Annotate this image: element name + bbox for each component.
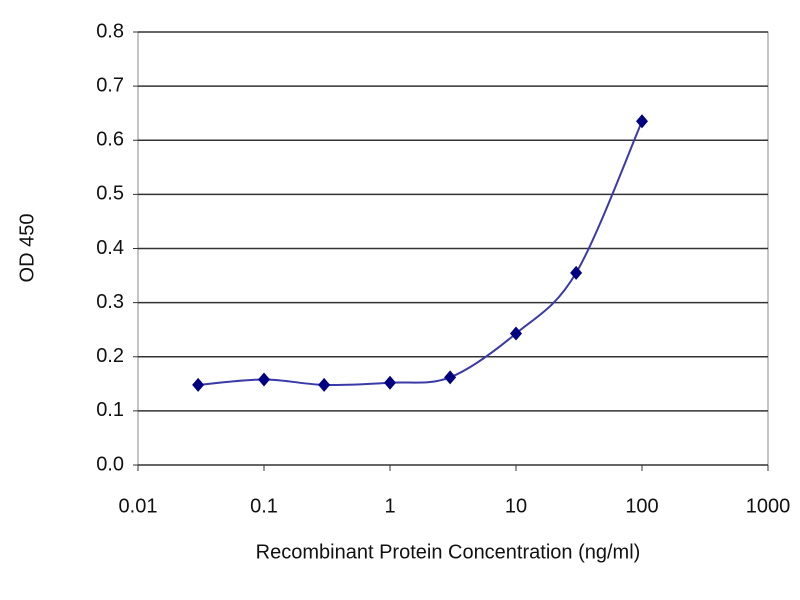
marker (510, 326, 522, 341)
marker (384, 375, 396, 390)
y-tick-label: 0.3 (96, 291, 124, 313)
marker (318, 377, 331, 392)
x-tick-label: 1000 (746, 495, 791, 517)
x-tick-label: 0.01 (119, 495, 158, 517)
marker (192, 377, 205, 392)
x-tick-label: 100 (625, 495, 658, 517)
y-tick-label: 0.5 (96, 183, 124, 205)
y-tick-label: 0.0 (96, 453, 124, 475)
y-tick-label: 0.6 (96, 129, 124, 151)
x-tick-label: 10 (505, 495, 527, 517)
marker (570, 265, 583, 280)
x-axis-label: Recombinant Protein Concentration (ng/ml… (256, 541, 641, 563)
x-tick-label: 0.1 (250, 495, 278, 517)
x-tick-label: 1 (384, 495, 395, 517)
y-tick-label: 0.1 (96, 399, 124, 421)
y-axis-label: OD 450 (16, 214, 38, 283)
y-tick-label: 0.4 (96, 237, 124, 259)
series-line (198, 120, 643, 387)
y-tick-label: 0.7 (96, 74, 124, 96)
marker (258, 372, 270, 387)
y-tick-label: 0.2 (96, 345, 124, 367)
marker (444, 370, 457, 385)
marker (636, 114, 648, 129)
y-tick-label: 0.8 (96, 20, 124, 42)
